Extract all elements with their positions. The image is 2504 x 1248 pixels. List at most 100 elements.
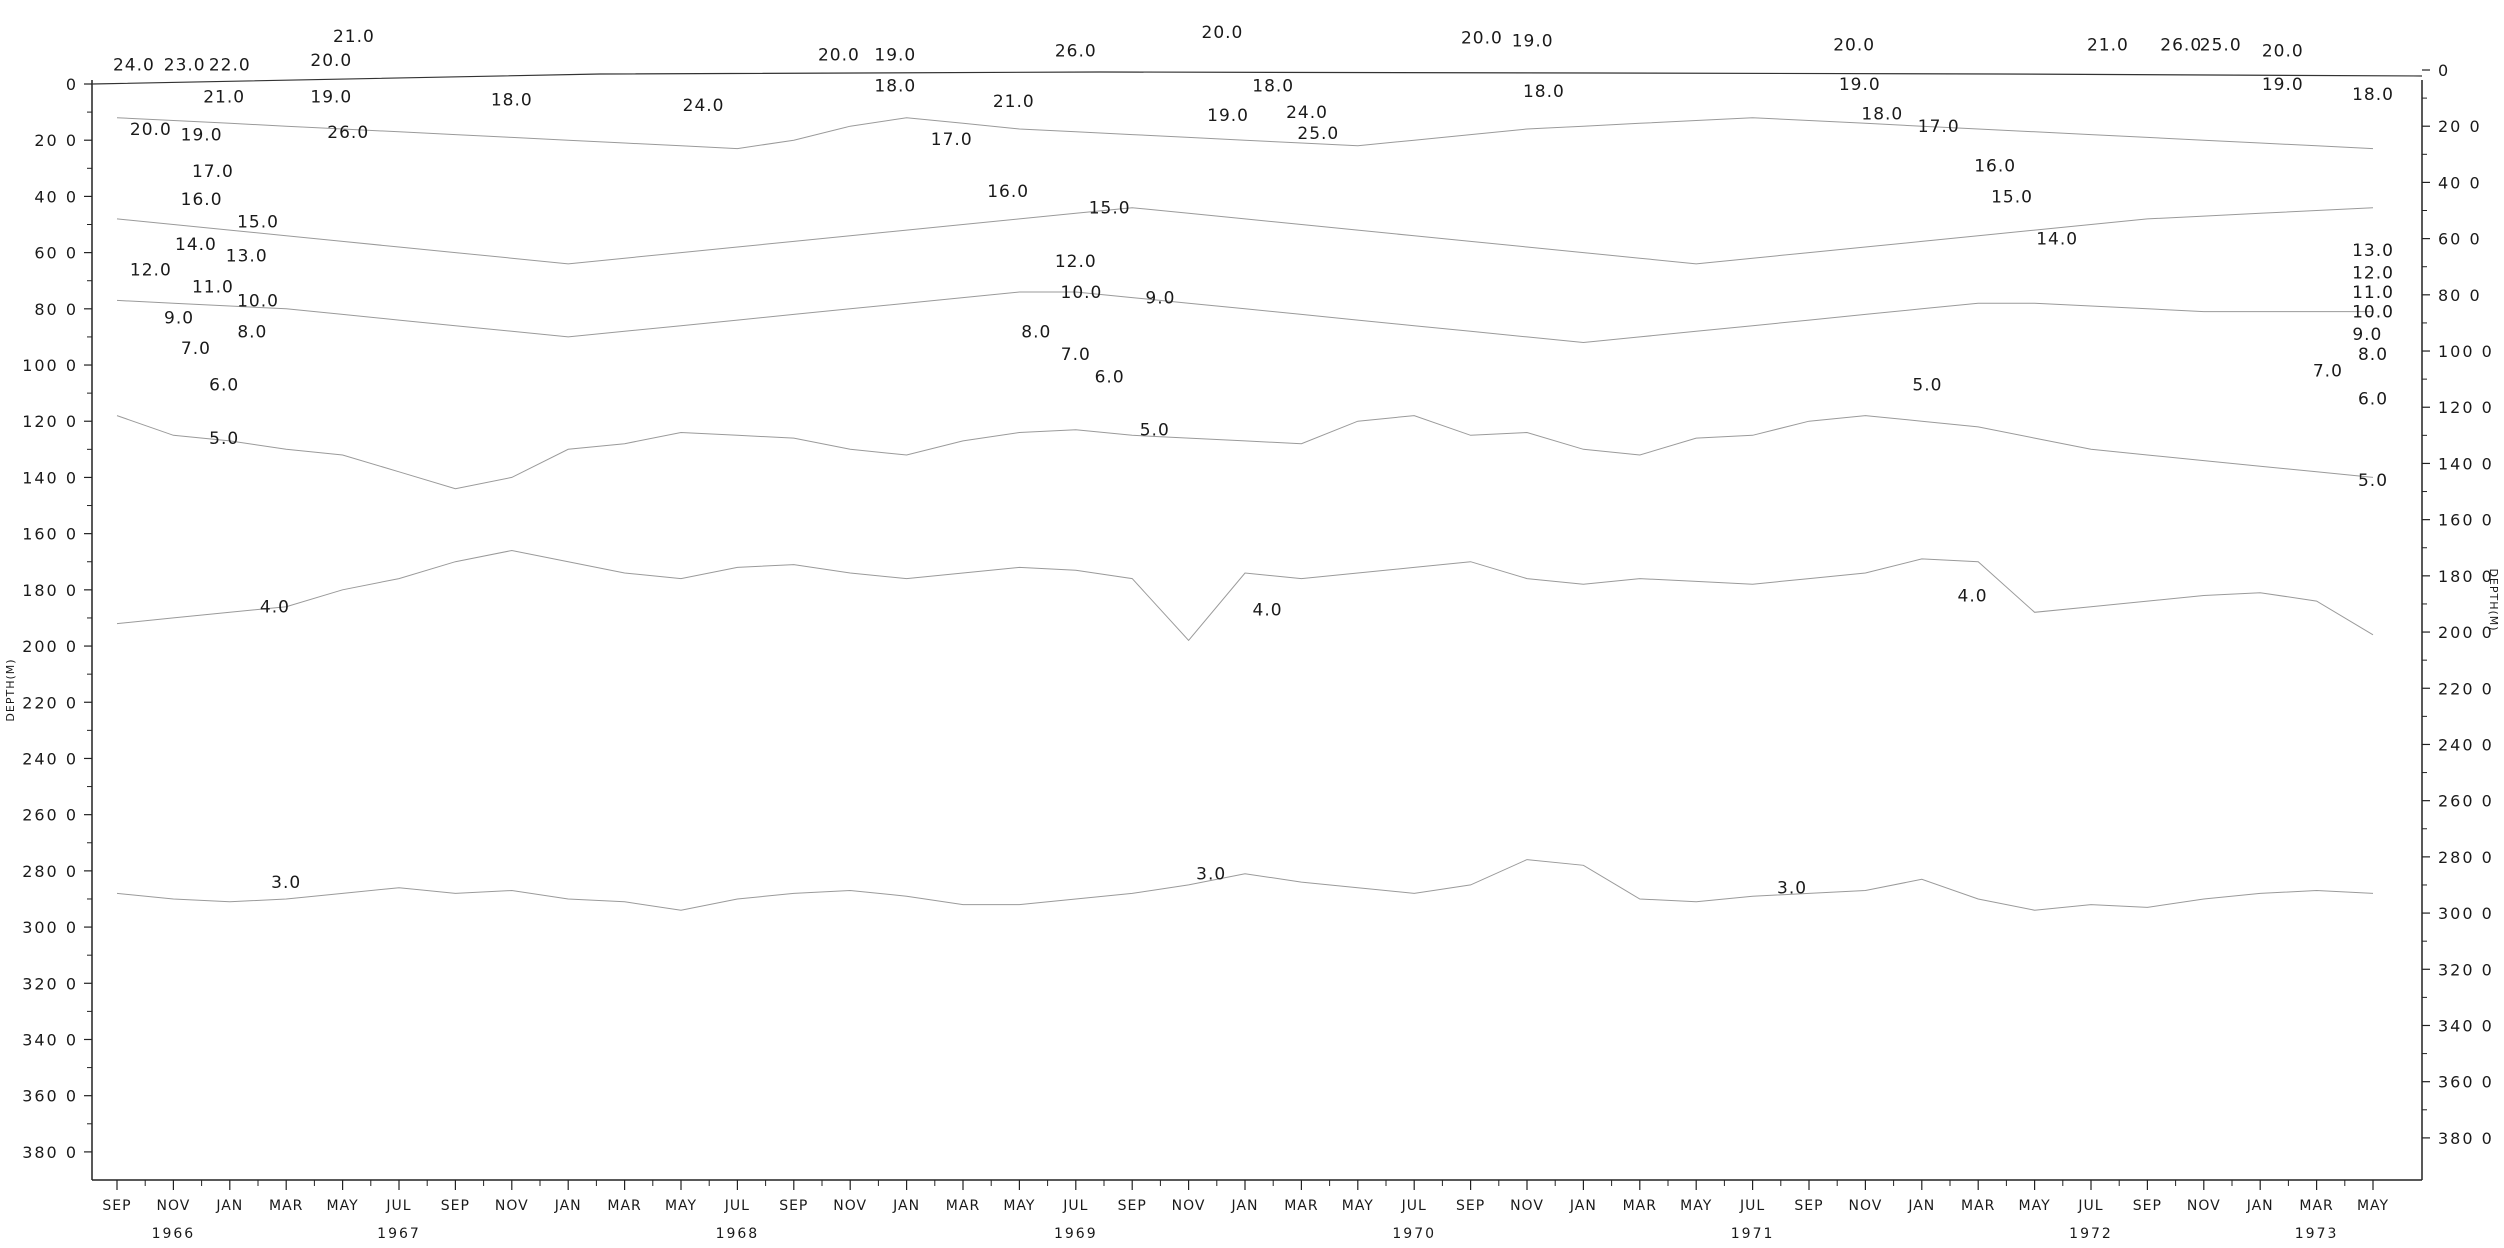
- y-tick-label-right: 60 0: [2438, 230, 2482, 249]
- year-label: 1970: [1392, 1226, 1436, 1242]
- isotherm-label: 7.0: [181, 339, 211, 359]
- x-month-label: SEP: [441, 1198, 470, 1214]
- year-labels: 1966 1967 1968 1969 1970 1971 1972 1973: [152, 1226, 2339, 1242]
- y-tick-label-right: 40 0: [2438, 173, 2482, 192]
- left-depth-axis: 0 20 0 40 0 60 0 80 0 100 0 120 0 140 0 160 0 180…: [22, 75, 92, 1162]
- y-axis-title-left: DEPTH(M): [4, 658, 17, 721]
- year-label: 1968: [716, 1226, 760, 1242]
- x-month-label: MAR: [1961, 1198, 1995, 1214]
- isotherm-label: 24.0: [1286, 103, 1328, 123]
- isotherm-label: 12.0: [2352, 263, 2394, 283]
- right-depth-axis: 0 20 0 40 0 60 0 80 0 100 0 120 0 140 0 160 0 180…: [2422, 61, 2494, 1148]
- isotherm-label: 24.0: [683, 96, 725, 116]
- x-month-label: MAR: [1623, 1198, 1657, 1214]
- isotherm-label: 12.0: [1055, 252, 1097, 272]
- isotherm-label: 11.0: [2352, 283, 2394, 303]
- isotherm-label: 20.0: [818, 45, 860, 65]
- isotherm-label: 8.0: [1021, 322, 1051, 342]
- year-label: 1967: [377, 1226, 421, 1242]
- y-tick-label-right: 0: [2438, 61, 2450, 80]
- x-month-label: JAN: [1907, 1198, 1935, 1214]
- y-tick-label-left: 260 0: [22, 806, 78, 825]
- y-tick-label-right: 240 0: [2438, 735, 2494, 754]
- isotherm-label: 21.0: [2087, 36, 2129, 56]
- y-tick-label-right: 180 0: [2438, 567, 2494, 586]
- contour-lines: [116, 117, 2374, 911]
- x-month-label: SEP: [1456, 1198, 1485, 1214]
- y-tick-label-left: 280 0: [22, 862, 78, 881]
- y-tick-label-left: 320 0: [22, 974, 78, 993]
- isotherm-label: 9.0: [1145, 289, 1175, 309]
- x-month-label: JAN: [2246, 1198, 2274, 1214]
- year-label: 1969: [1054, 1226, 1098, 1242]
- y-tick-label-right: 20 0: [2438, 117, 2482, 136]
- isotherm-label: 21.0: [203, 88, 245, 108]
- isotherm-label: 24.0: [113, 55, 155, 75]
- isotherm-label: 11.0: [192, 277, 234, 297]
- isotherm-label: 15.0: [237, 213, 279, 233]
- y-tick-label-left: 160 0: [22, 525, 78, 544]
- y-tick-label-left: 100 0: [22, 356, 78, 375]
- y-tick-label-left: 360 0: [22, 1087, 78, 1106]
- x-month-label: JAN: [215, 1198, 243, 1214]
- x-month-label: JAN: [1569, 1198, 1597, 1214]
- x-month-label: MAY: [2357, 1198, 2389, 1214]
- isotherm-label: 5.0: [209, 429, 239, 449]
- y-tick-label-left: 200 0: [22, 637, 78, 656]
- y-tick-label-right: 220 0: [2438, 679, 2494, 698]
- isotherm-label: 19.0: [1512, 31, 1554, 51]
- x-month-label: JUL: [2077, 1198, 2103, 1214]
- x-month-label: NOV: [2187, 1198, 2221, 1214]
- y-tick-label-left: 220 0: [22, 693, 78, 712]
- isotherm-label: 20.0: [310, 51, 352, 71]
- x-month-label: NOV: [1848, 1198, 1882, 1214]
- x-month-label: MAY: [1342, 1198, 1374, 1214]
- x-month-label: SEP: [1794, 1198, 1823, 1214]
- y-tick-label-right: 120 0: [2438, 398, 2494, 417]
- isotherm-label: 25.0: [1297, 124, 1339, 144]
- y-tick-label-left: 240 0: [22, 749, 78, 768]
- y-tick-label-right: 380 0: [2438, 1129, 2494, 1148]
- isotherm-label: 18.0: [491, 90, 533, 110]
- isotherm-label: 9.0: [2352, 325, 2382, 345]
- isotherm-label: 16.0: [987, 182, 1029, 202]
- x-month-label: MAR: [1284, 1198, 1318, 1214]
- y-tick-label-right: 280 0: [2438, 848, 2494, 867]
- x-month-label: MAY: [327, 1198, 359, 1214]
- y-tick-label-left: 300 0: [22, 918, 78, 937]
- isotherm-label: 13.0: [2352, 241, 2394, 261]
- isotherm-label: 12.0: [130, 260, 172, 280]
- isotherm-label: 14.0: [2036, 230, 2078, 250]
- x-month-label: NOV: [156, 1198, 190, 1214]
- x-month-label: JUL: [385, 1198, 411, 1214]
- x-month-label: NOV: [495, 1198, 529, 1214]
- isotherm-label: 20.0: [1833, 36, 1875, 56]
- isotherm-label: 4.0: [1958, 586, 1988, 606]
- isotherm-line: [116, 117, 2374, 150]
- isotherm-label: 18.0: [1523, 82, 1565, 102]
- x-month-label: SEP: [779, 1198, 808, 1214]
- x-month-label: NOV: [1510, 1198, 1544, 1214]
- isotherm-line: [116, 549, 2374, 642]
- isotherm-label: 14.0: [175, 235, 217, 255]
- y-tick-label-right: 80 0: [2438, 286, 2482, 305]
- isotherm-label: 10.0: [2352, 303, 2394, 323]
- year-label: 1973: [2295, 1226, 2339, 1242]
- isotherm-label: 20.0: [1461, 29, 1503, 49]
- isotherm-label: 8.0: [237, 322, 267, 342]
- isotherm-label: 13.0: [226, 246, 268, 266]
- isotherm-line: [116, 415, 2374, 490]
- isotherm-label: 6.0: [1095, 367, 1125, 387]
- isotherm-label: 5.0: [2358, 471, 2388, 491]
- isotherm-label: 3.0: [1196, 865, 1226, 885]
- y-axis-title-right: DEPTH(M): [2487, 568, 2500, 631]
- isotherm-label: 17.0: [931, 130, 973, 150]
- y-tick-label-left: 20 0: [34, 131, 78, 150]
- x-month-label: MAR: [607, 1198, 641, 1214]
- x-month-label: NOV: [1172, 1198, 1206, 1214]
- y-tick-label-right: 360 0: [2438, 1073, 2494, 1092]
- isotherm-label: 22.0: [209, 55, 251, 75]
- isotherm-line: [116, 859, 2374, 911]
- x-month-label: SEP: [1118, 1198, 1147, 1214]
- isotherm-label: 19.0: [1207, 106, 1249, 126]
